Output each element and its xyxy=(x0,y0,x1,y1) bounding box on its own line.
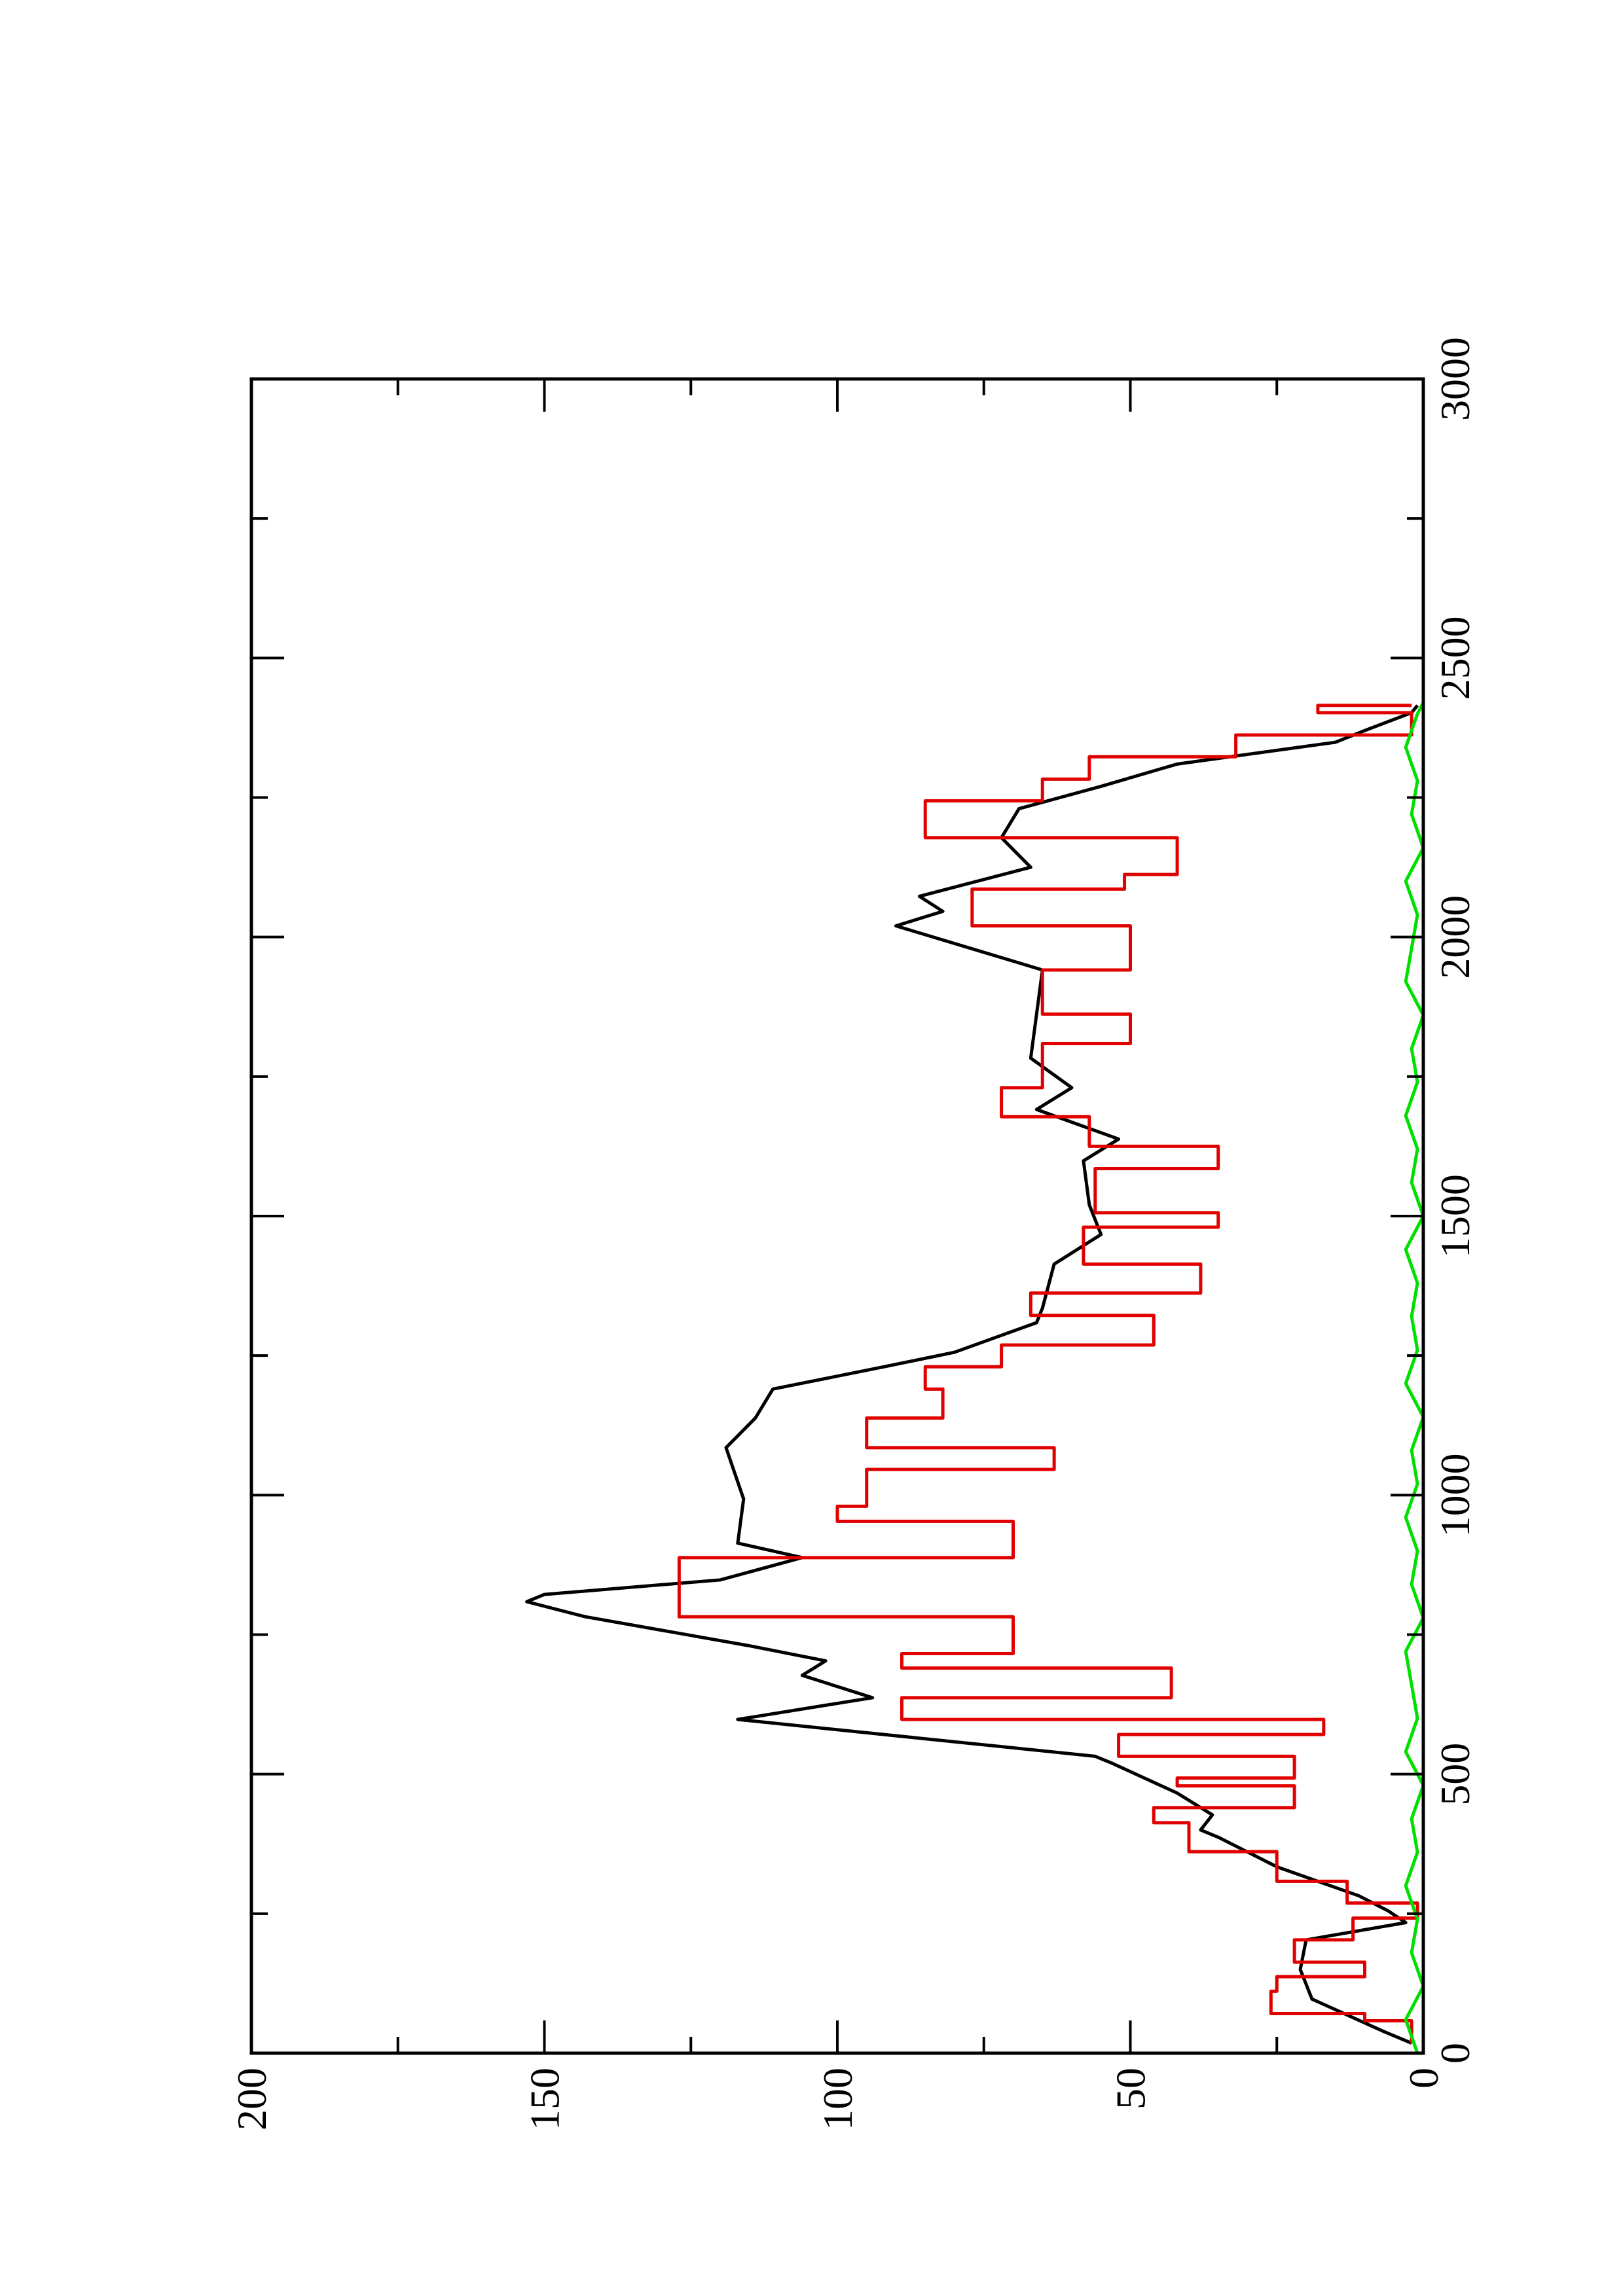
data-line xyxy=(1404,702,1425,2054)
data-line xyxy=(677,704,1419,2043)
x-tick-label: 1500 xyxy=(1432,1174,1478,1258)
y-tick-label: 150 xyxy=(522,2068,568,2130)
x-tick-label: 2500 xyxy=(1432,616,1478,700)
data-line xyxy=(525,704,1419,2045)
x-tick-label: 1000 xyxy=(1432,1453,1478,1537)
y-tick-label: 100 xyxy=(814,2068,861,2130)
x-tick-label: 0 xyxy=(1432,2043,1478,2064)
x-tick-label: 3000 xyxy=(1432,337,1478,421)
y-tick-label: 50 xyxy=(1108,2068,1154,2109)
x-tick-label: 2000 xyxy=(1432,895,1478,979)
x-tick-label: 500 xyxy=(1432,1743,1478,1806)
y-tick-label: 0 xyxy=(1400,2068,1447,2089)
plot-area: 0 500 1000 1500 2000 2500 3000 0 50 100 150 200 xyxy=(228,337,1478,2130)
y-tick-label: 200 xyxy=(228,2068,275,2130)
